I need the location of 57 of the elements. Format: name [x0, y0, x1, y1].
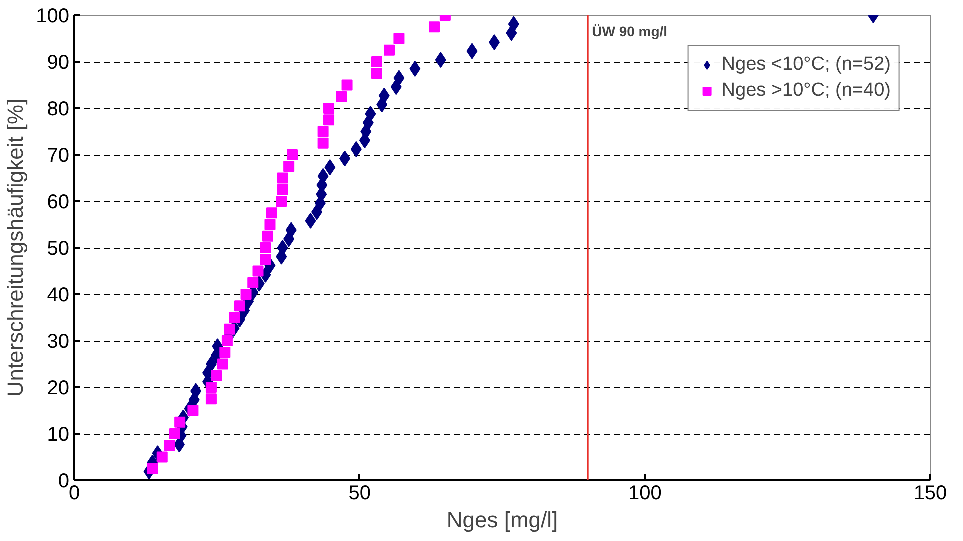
- point: [324, 103, 335, 114]
- point: [260, 242, 272, 254]
- point: [217, 358, 228, 370]
- point: [222, 336, 233, 346]
- y-tick-label: 50: [47, 238, 70, 260]
- y-tick-label: 80: [47, 98, 70, 120]
- point: [229, 312, 240, 324]
- point: [260, 254, 272, 266]
- y-tick-label: 40: [47, 284, 70, 306]
- point: [156, 452, 168, 463]
- point: [188, 405, 199, 416]
- point: [240, 289, 252, 300]
- point: [342, 80, 353, 91]
- point: [248, 277, 259, 288]
- point: [169, 428, 180, 440]
- point: [394, 33, 405, 44]
- legend-label: Nges >10°C; (n=40): [722, 80, 891, 102]
- point: [224, 324, 236, 335]
- point: [336, 91, 348, 102]
- point: [206, 394, 217, 405]
- x-axis-title: Nges [mg/l]: [446, 508, 558, 532]
- y-tick-label: 70: [47, 145, 70, 167]
- point: [318, 126, 329, 138]
- y-axis-title: Unterschreitungshäufigkeit [%]: [3, 98, 28, 398]
- point: [284, 161, 295, 172]
- point: [211, 370, 222, 382]
- ref-line-label: ÜW 90 mg/l: [592, 24, 668, 40]
- point: [147, 463, 158, 474]
- y-tick-label: 10: [47, 424, 70, 446]
- point: [384, 44, 396, 56]
- point: [264, 219, 276, 230]
- y-tick-label: 60: [47, 192, 70, 214]
- point: [234, 300, 246, 312]
- x-tick-label: 50: [348, 482, 371, 504]
- x-tick-label: 100: [628, 482, 662, 504]
- point: [371, 56, 382, 68]
- x-tick-label: 150: [914, 482, 948, 504]
- point: [164, 440, 176, 452]
- point: [429, 22, 440, 33]
- point: [324, 114, 335, 126]
- legend-label: Nges <10°C; (n=52): [722, 54, 891, 76]
- point: [220, 347, 231, 358]
- point: [286, 150, 298, 160]
- point: [206, 382, 217, 393]
- point: [174, 416, 186, 428]
- point: [371, 68, 382, 80]
- y-tick-label: 30: [47, 331, 70, 353]
- point: [252, 266, 264, 277]
- y-tick-label: 100: [36, 6, 70, 28]
- point: [277, 184, 288, 196]
- point: [266, 208, 278, 219]
- point: [318, 138, 329, 149]
- point: [276, 196, 288, 207]
- point: [262, 230, 274, 242]
- point: [277, 172, 288, 184]
- y-tick-label: 20: [47, 378, 70, 400]
- y-tick-label: 90: [47, 52, 70, 74]
